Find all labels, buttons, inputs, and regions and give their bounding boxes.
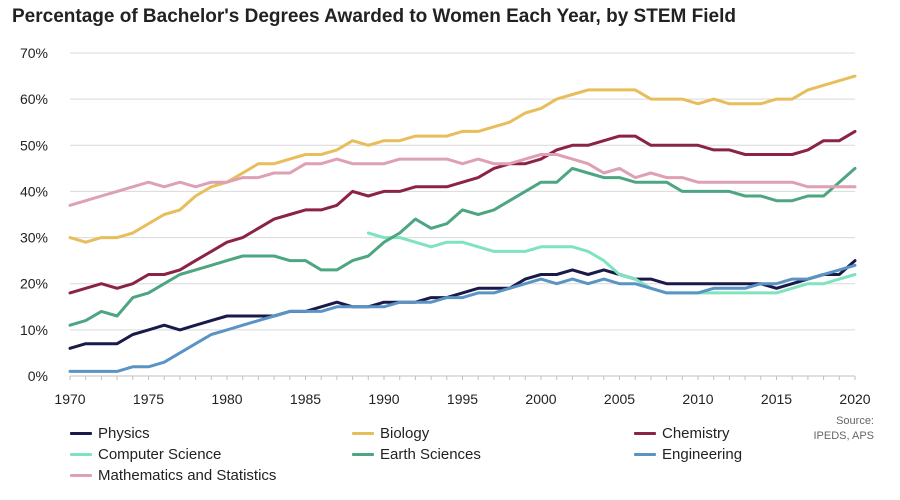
series-line-chemistry [68, 129, 857, 295]
y-tick-label: 30% [20, 230, 48, 246]
x-tick-label: 2000 [525, 391, 556, 407]
y-tick-label: 0% [28, 368, 48, 384]
x-tick-label: 1985 [290, 391, 321, 407]
x-tick-label: 2005 [604, 391, 635, 407]
x-tick-label: 1990 [368, 391, 399, 407]
source-label: Source: [836, 415, 874, 427]
source-value: IPEDS, APS [813, 430, 874, 442]
series-line-engineering [68, 263, 857, 373]
chart-title: Percentage of Bachelor's Degrees Awarded… [12, 6, 736, 27]
x-tick-label: 1980 [211, 391, 242, 407]
x-tick-label: 2020 [839, 391, 870, 407]
x-tick-label: 1975 [133, 391, 164, 407]
y-tick-label: 70% [20, 45, 48, 61]
x-axis: 1970 1975 1980 1985 1990 1995 2000 2005 2010 2015… [54, 375, 871, 407]
series-line-physics [68, 259, 857, 350]
y-tick-label: 60% [20, 91, 48, 107]
y-tick-label: 40% [20, 183, 48, 199]
series-line-earth-sciences [68, 166, 857, 327]
source-note: Source: IPEDS, APS [813, 414, 874, 444]
series-line-biology [68, 74, 857, 244]
x-tick-label: 1970 [54, 391, 85, 407]
series-lines [68, 74, 857, 373]
x-tick-label: 2010 [682, 391, 713, 407]
series-line-mathematics-and-statistics [68, 153, 857, 207]
y-tick-label: 10% [20, 322, 48, 338]
y-axis-ticks: 0% 10% 20% 30% 40% 50% 60% 70% [20, 45, 48, 384]
series-line-computer-science [366, 231, 857, 295]
y-tick-label: 50% [20, 137, 48, 153]
x-tick-label: 1995 [447, 391, 478, 407]
x-tick-label: 2015 [761, 391, 792, 407]
y-tick-label: 20% [20, 276, 48, 292]
